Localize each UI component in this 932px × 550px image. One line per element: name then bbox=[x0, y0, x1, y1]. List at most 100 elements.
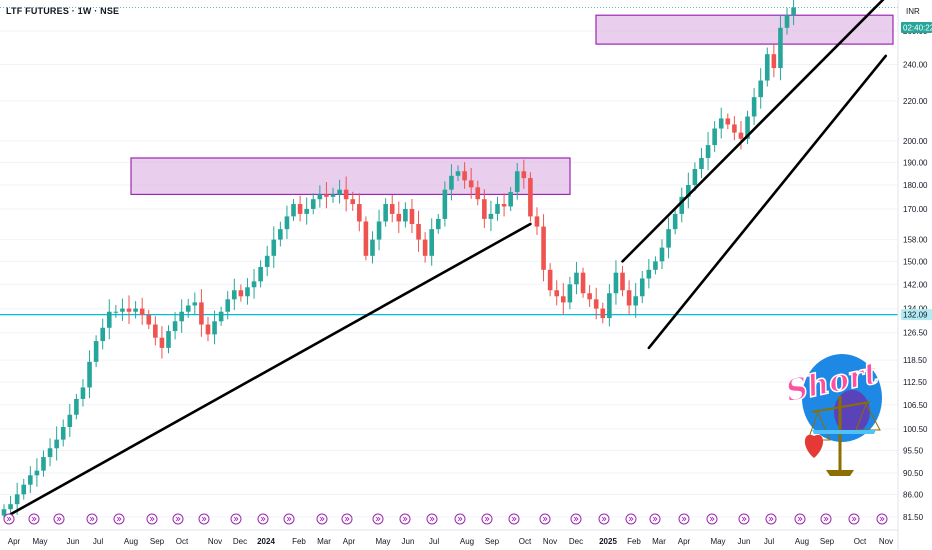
event-icon bbox=[678, 513, 690, 525]
event-icon bbox=[113, 513, 125, 525]
x-tick-label: Jun bbox=[67, 537, 80, 546]
event-icon-glyph bbox=[260, 516, 266, 522]
time-axis[interactable]: Apr May Jun Jul Aug Sep Oct Nov Dec 2024 Feb Mar Apr… bbox=[0, 529, 898, 546]
chart-title: LTF FUTURES · 1W · NSE bbox=[6, 6, 120, 16]
event-icon bbox=[539, 513, 551, 525]
candle-body bbox=[620, 272, 625, 291]
event-icon bbox=[876, 513, 888, 525]
candle-body bbox=[258, 266, 263, 282]
event-icon-glyph bbox=[709, 516, 715, 522]
event-icon bbox=[649, 513, 661, 525]
event-icon bbox=[198, 513, 210, 525]
x-tick-label: Jul bbox=[764, 537, 774, 546]
x-tick-label: 2024 bbox=[257, 537, 275, 546]
candle-body bbox=[580, 272, 586, 294]
event-icon-glyph bbox=[116, 516, 122, 522]
candle-body bbox=[547, 269, 553, 291]
candle-body bbox=[778, 27, 783, 69]
candle-body bbox=[686, 185, 691, 197]
x-tick-label: Aug bbox=[124, 537, 138, 546]
candle-body bbox=[593, 299, 599, 309]
x-tick-label: Aug bbox=[460, 537, 474, 546]
current-price-tag: 02:40:22 bbox=[901, 22, 932, 33]
candle-body bbox=[626, 290, 632, 306]
event-icon-glyph bbox=[601, 516, 607, 522]
event-icon-glyph bbox=[511, 516, 517, 522]
event-icon bbox=[372, 513, 384, 525]
x-tick-label: May bbox=[375, 537, 390, 546]
candle-body bbox=[561, 296, 566, 303]
candle-body bbox=[455, 171, 461, 176]
level-price-tag: 132.09 bbox=[901, 309, 932, 321]
y-tick-label: 170.00 bbox=[903, 205, 928, 214]
candle-body bbox=[41, 457, 46, 471]
scale-beam-icon bbox=[811, 401, 871, 413]
event-icon-glyph bbox=[286, 516, 292, 522]
candle-body bbox=[232, 290, 237, 300]
trendlines[interactable] bbox=[9, 0, 888, 516]
y-tick-label: 106.50 bbox=[903, 401, 928, 410]
candle-body bbox=[271, 239, 277, 256]
candle-body bbox=[264, 255, 270, 267]
event-icon-glyph bbox=[149, 516, 155, 522]
candle-body bbox=[14, 494, 20, 505]
candle-body bbox=[784, 15, 790, 28]
event-icon bbox=[738, 513, 750, 525]
candle-body bbox=[712, 128, 717, 146]
y-tick-label: 190.00 bbox=[903, 158, 928, 167]
candle-body bbox=[133, 308, 138, 312]
candle-body bbox=[607, 293, 612, 319]
candle-body bbox=[245, 287, 250, 297]
event-icon-glyph bbox=[375, 516, 381, 522]
candle-body bbox=[106, 311, 112, 328]
x-tick-label: Dec bbox=[233, 537, 247, 546]
y-tick-label: 118.50 bbox=[903, 356, 927, 365]
svg-text:132.09: 132.09 bbox=[903, 311, 928, 320]
event-icon bbox=[426, 513, 438, 525]
candle-body bbox=[758, 80, 763, 98]
candle-body bbox=[376, 221, 382, 240]
candle-body bbox=[251, 281, 257, 288]
candle-body bbox=[534, 216, 540, 227]
candle-body bbox=[205, 324, 211, 335]
y-tick-label: 142.00 bbox=[903, 280, 928, 289]
candle-body bbox=[699, 157, 704, 170]
short-sticker: Short bbox=[782, 354, 882, 476]
event-icon-glyph bbox=[175, 516, 181, 522]
event-icon bbox=[28, 513, 40, 525]
candle-body bbox=[60, 426, 66, 440]
event-icon bbox=[598, 513, 610, 525]
candle-body bbox=[692, 169, 698, 186]
candle-body bbox=[324, 194, 329, 197]
x-tick-label: Sep bbox=[485, 537, 500, 546]
candle-body bbox=[291, 204, 296, 217]
price-axis[interactable]: 81.50 86.00 90.50 95.50 100.50 106.50 112.50 11… bbox=[897, 0, 928, 550]
event-icon bbox=[53, 513, 65, 525]
x-tick-label: Nov bbox=[208, 537, 222, 546]
event-icon bbox=[820, 513, 832, 525]
candle-body bbox=[541, 226, 546, 270]
candle-body bbox=[639, 278, 645, 297]
candle-body bbox=[468, 180, 474, 188]
event-icon-glyph bbox=[542, 516, 548, 522]
candle-body bbox=[297, 204, 303, 214]
scale-pan-water-icon bbox=[812, 430, 876, 434]
x-tick-label: Sep bbox=[820, 537, 835, 546]
candle-body bbox=[389, 204, 395, 214]
candle-body bbox=[54, 439, 59, 449]
candle-body bbox=[646, 269, 652, 279]
y-tick-label: 112.50 bbox=[903, 378, 927, 387]
event-icon-glyph bbox=[768, 516, 774, 522]
candle-body bbox=[672, 213, 678, 230]
candle-body bbox=[146, 314, 152, 325]
y-tick-label: 200.00 bbox=[903, 137, 928, 146]
candle-body bbox=[317, 194, 323, 200]
trendline bbox=[9, 222, 532, 516]
candle-body bbox=[139, 308, 145, 315]
candle-body bbox=[120, 308, 125, 312]
candle-body bbox=[501, 204, 507, 207]
event-icon-glyph bbox=[573, 516, 579, 522]
candle-body bbox=[442, 189, 448, 219]
trendline bbox=[621, 0, 885, 263]
